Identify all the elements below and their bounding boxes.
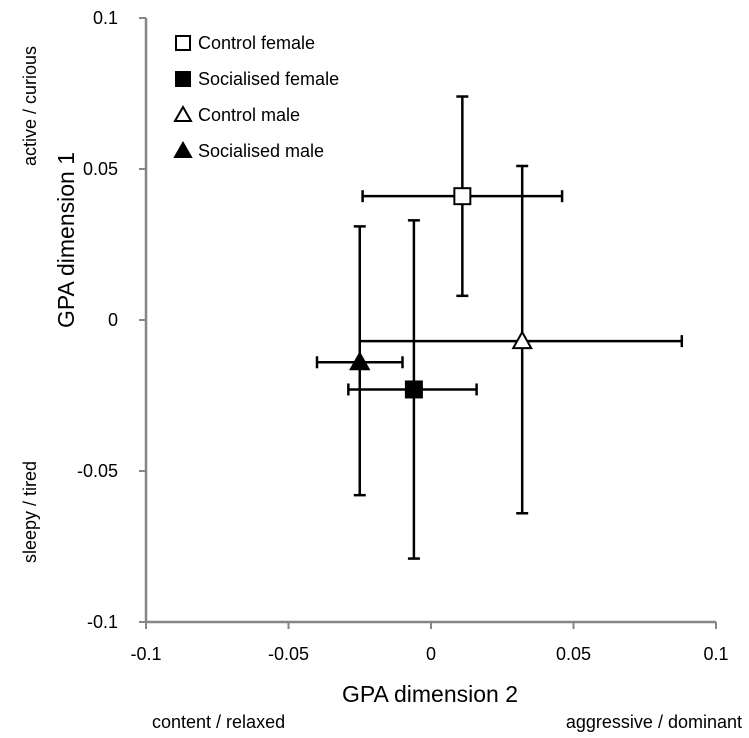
legend-control-female-symbol	[175, 35, 191, 51]
y-tick-label: -0.05	[77, 461, 118, 481]
control-female-marker	[453, 187, 472, 206]
legend-socialised-male-label: Socialised male	[198, 141, 324, 161]
x-tick-label: 0.1	[703, 644, 728, 664]
error-bars	[315, 95, 684, 560]
x-axis-title: GPA dimension 2	[342, 681, 518, 707]
legend-socialised-female-symbol	[175, 71, 191, 87]
y-tick-label: 0.1	[93, 8, 118, 28]
y-tick-label: 0	[108, 310, 118, 330]
x-tick-label: -0.05	[268, 644, 309, 664]
x-side-label-high: aggressive / dominant	[566, 712, 742, 732]
x-tick-label: 0.05	[556, 644, 591, 664]
legend-control-female-label: Control female	[198, 33, 315, 53]
control-male-marker	[511, 330, 533, 350]
y-axis-title: GPA dimension 1	[53, 152, 79, 328]
legend-socialised-male-symbol	[173, 140, 193, 158]
legend-socialised-female-label: Socialised female	[198, 69, 339, 89]
legend-control-male-label: Control male	[198, 105, 300, 125]
y-axis-ticks: -0.1 -0.05 0 0.05 0.1	[77, 8, 146, 632]
legend-control-male-symbol	[173, 104, 193, 122]
data-markers	[349, 187, 533, 399]
x-tick-label: 0	[426, 644, 436, 664]
socialised-male-marker	[349, 351, 371, 371]
x-axis-ticks: -0.1 -0.05 0 0.05 0.1	[130, 622, 729, 664]
legend: Control female Socialised female Control m…	[173, 33, 339, 161]
y-side-label-low: sleepy / tired	[20, 461, 40, 563]
socialised-female-marker	[404, 380, 423, 399]
x-tick-label: -0.1	[130, 644, 161, 664]
x-side-label-low: content / relaxed	[152, 712, 285, 732]
y-side-label-high: active / curious	[20, 46, 40, 166]
y-tick-label: -0.1	[87, 612, 118, 632]
y-tick-label: 0.05	[83, 159, 118, 179]
